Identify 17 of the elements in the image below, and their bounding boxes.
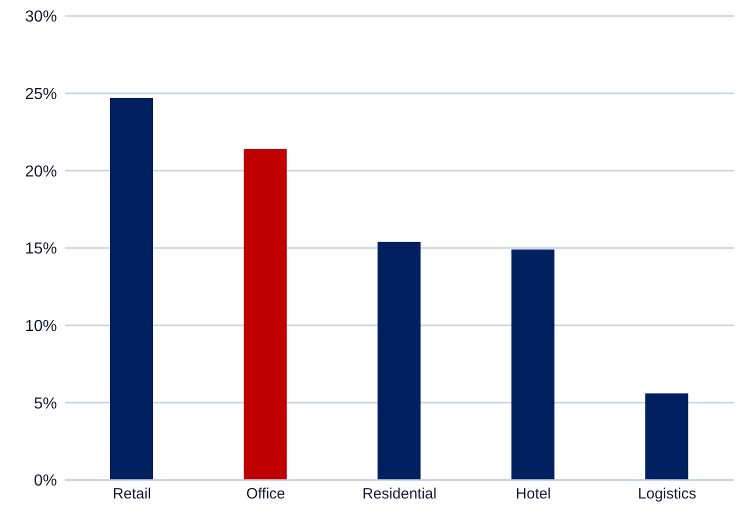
y-tick-label: 0% (34, 472, 57, 490)
x-tick-label: Office (246, 486, 286, 503)
bar (378, 242, 421, 480)
x-tick-label: Logistics (638, 486, 696, 503)
bar (511, 250, 554, 480)
bar (110, 98, 153, 480)
bar (244, 149, 287, 480)
y-tick-label: 25% (24, 86, 57, 104)
y-tick-label: 20% (24, 163, 57, 180)
y-tick-label: 15% (24, 240, 57, 258)
x-tick-label: Retail (112, 486, 152, 503)
x-tick-label: Hotel (516, 486, 551, 503)
y-tick-label: 10% (24, 318, 57, 336)
x-tick-label: Residential (362, 486, 437, 503)
y-tick-label: 5% (34, 395, 57, 412)
y-tick-label: 30% (24, 8, 57, 26)
bar (645, 393, 688, 480)
